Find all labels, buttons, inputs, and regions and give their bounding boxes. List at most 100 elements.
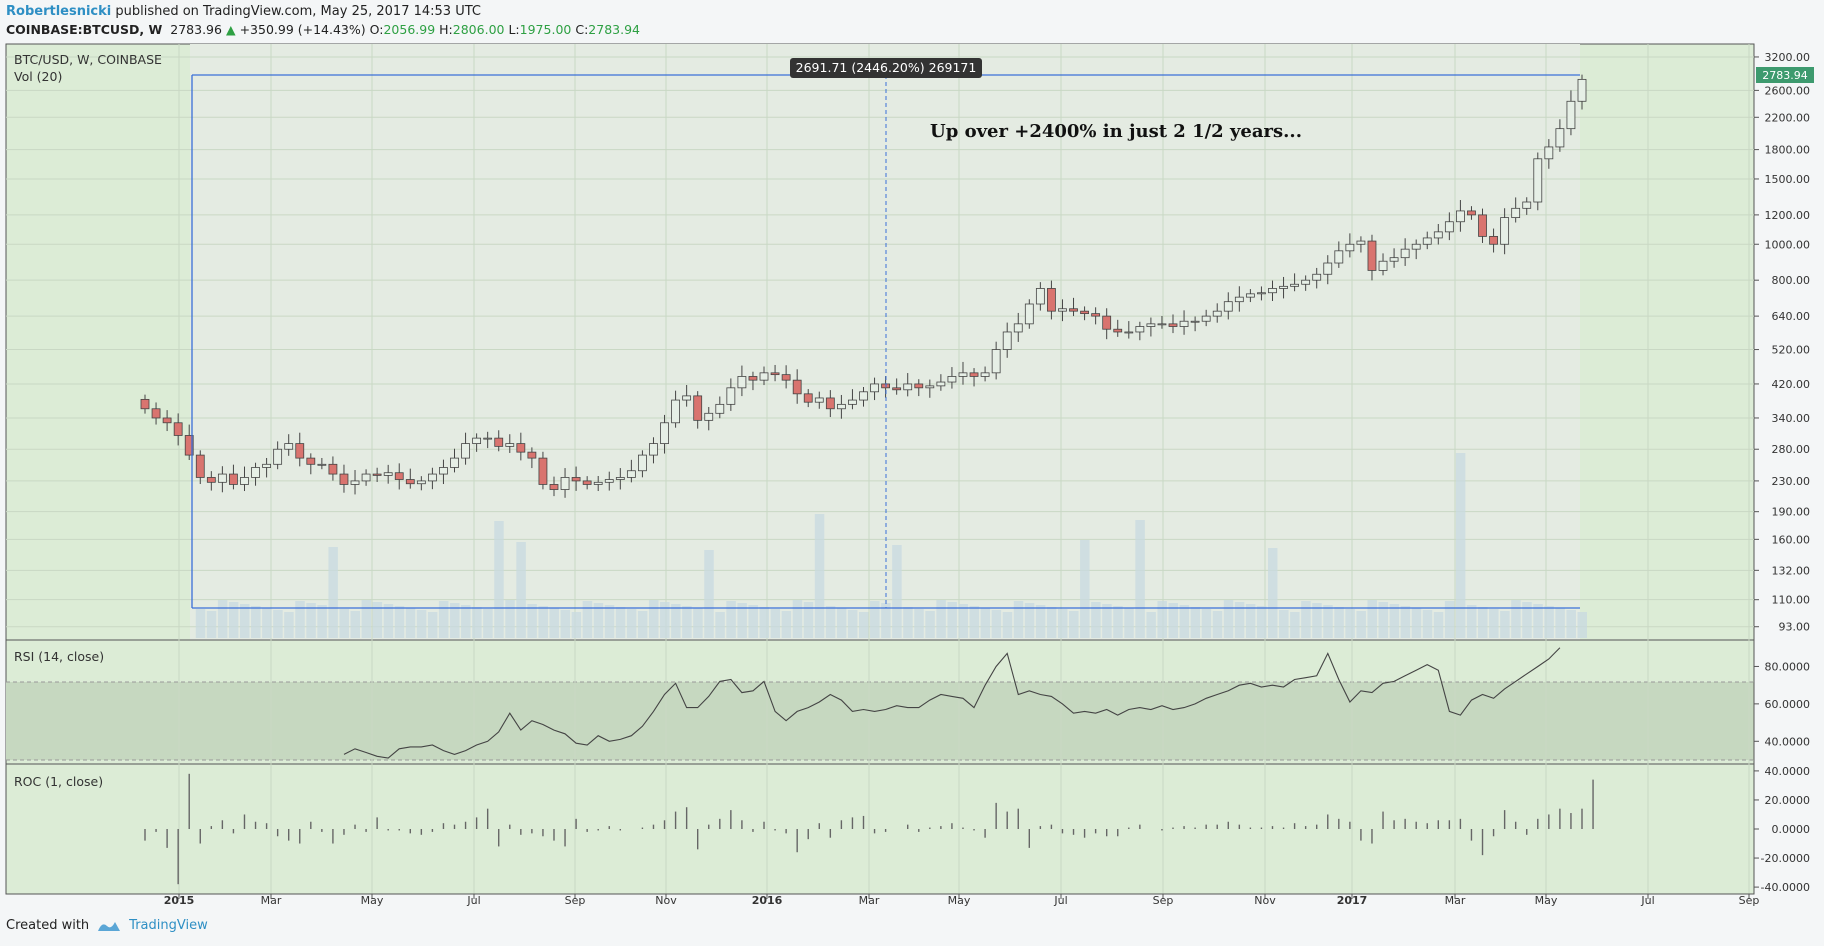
- volume-bar: [615, 607, 626, 638]
- volume-bar: [228, 602, 239, 638]
- symbol-name: COINBASE:BTCUSD, W: [6, 22, 163, 37]
- candle-body: [317, 463, 327, 466]
- candle-body: [1555, 128, 1565, 148]
- volume-bar: [383, 604, 394, 638]
- volume-bar: [1367, 600, 1377, 638]
- time-tick-label: Sep: [1153, 894, 1174, 907]
- volume-bar: [604, 605, 615, 638]
- time-tick-label: May: [1535, 894, 1558, 907]
- volume-bars: [195, 453, 1587, 638]
- volume-bar: [461, 605, 471, 638]
- candle-body: [737, 376, 747, 389]
- candle-body: [1179, 320, 1189, 327]
- candle-body: [1301, 279, 1311, 285]
- candle-body: [848, 399, 857, 405]
- candle-body: [1201, 315, 1211, 322]
- time-tick-label: Mar: [261, 894, 282, 907]
- volume-bar: [969, 606, 980, 638]
- volume-bar: [1389, 604, 1400, 638]
- volume-bar: [284, 612, 294, 638]
- candle-body: [649, 443, 658, 456]
- price-tick-label: 340.00: [1772, 412, 1811, 425]
- low-value: 1975.00: [519, 22, 572, 37]
- candle-body: [792, 379, 802, 395]
- volume-bar: [450, 603, 460, 638]
- candle-body: [726, 387, 736, 405]
- volume-bar: [991, 610, 1002, 638]
- candle-body: [505, 443, 515, 447]
- volume-bar: [980, 608, 991, 638]
- rsi-tick-label: 40.0000: [1765, 735, 1811, 748]
- candle-body: [1400, 248, 1410, 259]
- price-tick-label: 640.00: [1772, 310, 1811, 323]
- time-tick-label: Jul: [1053, 894, 1067, 907]
- annotation-note[interactable]: Up over +2400% in just 2 1/2 years...: [930, 121, 1302, 142]
- price-tick-label: 520.00: [1772, 344, 1811, 357]
- price-tick-label: 1800.00: [1765, 144, 1811, 157]
- tradingview-link[interactable]: TradingView: [129, 918, 208, 933]
- volume-bar: [372, 602, 383, 638]
- candle-body: [1500, 217, 1510, 245]
- volume-bar: [549, 608, 559, 638]
- candle-body: [1345, 243, 1355, 252]
- candle-body: [1168, 323, 1178, 327]
- volume-bar: [1500, 611, 1510, 638]
- candle-body: [217, 473, 227, 483]
- candle-body: [538, 457, 548, 485]
- price-tick-label: 3200.00: [1765, 51, 1811, 64]
- volume-bar: [1544, 606, 1554, 638]
- volume-bar: [1489, 609, 1499, 638]
- volume-bar: [1301, 601, 1311, 638]
- roc-label: ROC (1, close): [14, 774, 103, 789]
- candle-body: [1566, 100, 1576, 130]
- candle-body: [527, 451, 537, 459]
- volume-bar: [682, 606, 692, 638]
- candle-body: [306, 457, 316, 465]
- price-tick-label: 190.00: [1772, 506, 1811, 519]
- time-tick-label: 2016: [752, 894, 783, 907]
- volume-bar: [1378, 602, 1389, 638]
- roc-pane[interactable]: [5, 763, 1755, 895]
- volume-bar: [1102, 604, 1112, 638]
- volume-bar: [637, 611, 648, 638]
- volume-bar: [472, 607, 482, 638]
- time-tick-label: Sep: [1739, 894, 1760, 907]
- candle-body: [814, 397, 824, 403]
- candle-body: [151, 408, 161, 419]
- candle-body: [781, 374, 791, 381]
- roc-tick-label: 20.0000: [1765, 794, 1811, 807]
- volume-bar: [693, 608, 703, 638]
- candle-body: [1069, 308, 1078, 312]
- created-with-text: Created with: [6, 918, 90, 933]
- volume-bar: [715, 612, 725, 638]
- volume-bar: [527, 604, 537, 638]
- candle-body: [350, 480, 360, 485]
- volume-bar: [405, 608, 416, 638]
- volume-bar: [317, 605, 327, 638]
- candle-body: [1124, 331, 1134, 334]
- volume-bar: [273, 610, 283, 638]
- candle-body: [1024, 303, 1034, 325]
- candle-body: [1157, 323, 1167, 326]
- time-tick-label: Nov: [1254, 894, 1276, 907]
- candle-body: [604, 479, 614, 483]
- volume-bar: [1444, 601, 1455, 638]
- author-link[interactable]: Robertlesnicki: [6, 4, 112, 19]
- rsi-tick-label: 60.0000: [1765, 698, 1811, 711]
- candle-body: [339, 473, 349, 485]
- price-tick-label: 420.00: [1772, 378, 1811, 391]
- symbol-bar: COINBASE:BTCUSD, W 2783.96 ▲ +350.99 (+1…: [6, 21, 640, 39]
- change-arrow-icon: ▲: [225, 22, 236, 37]
- volume-bar: [814, 514, 825, 638]
- candle-body: [682, 395, 692, 401]
- publish-header: Robertlesnicki published on TradingView.…: [6, 3, 481, 21]
- volume-bar: [1422, 610, 1433, 638]
- measure-label-box: [790, 58, 982, 78]
- candle-body: [1013, 323, 1023, 333]
- candle-body: [1135, 326, 1145, 333]
- candle-body: [1080, 310, 1089, 315]
- volume-bar: [726, 601, 736, 638]
- candle-body: [1323, 262, 1333, 275]
- candle-body: [173, 422, 183, 436]
